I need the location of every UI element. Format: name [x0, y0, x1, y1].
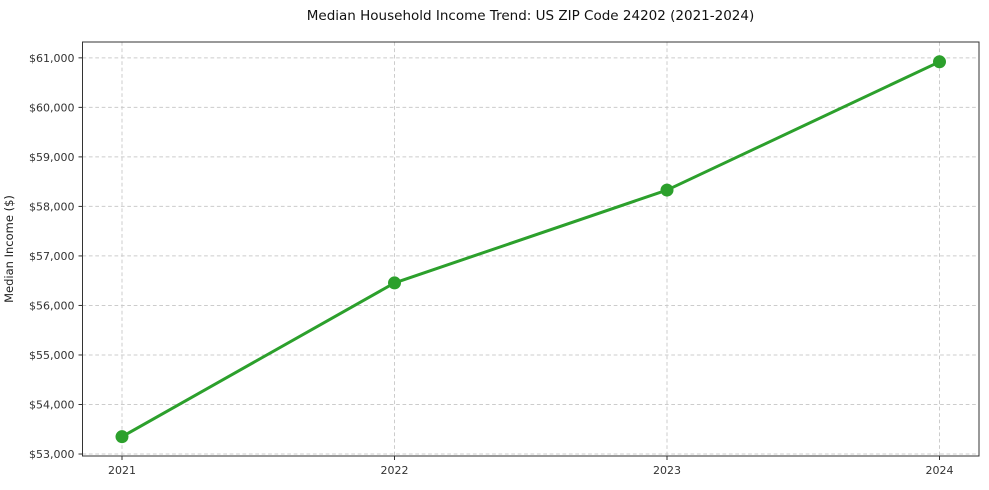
x-tick-label: 2023 — [653, 464, 681, 477]
plot-border — [82, 41, 980, 457]
chart-title: Median Household Income Trend: US ZIP Co… — [306, 8, 755, 24]
y-axis-title: Median Income ($) — [2, 195, 16, 303]
y-tick-label: $58,000 — [29, 200, 75, 213]
data-line — [120, 60, 941, 439]
y-tick-label: $59,000 — [29, 151, 75, 164]
y-tick-label: $56,000 — [29, 299, 75, 312]
y-tick-label: $60,000 — [29, 101, 75, 114]
x-tick-label: 2022 — [381, 464, 409, 477]
y-tick-label: $61,000 — [29, 52, 75, 65]
data-point — [388, 276, 401, 290]
data-point — [933, 55, 946, 69]
x-tick-label: 2021 — [108, 464, 136, 477]
y-tick-label: $54,000 — [29, 398, 75, 411]
y-tick-label: $57,000 — [29, 250, 75, 263]
y-tick-label: $55,000 — [29, 349, 75, 362]
x-tick-label: 2024 — [926, 464, 954, 477]
data-point — [115, 430, 129, 444]
y-tick-label: $53,000 — [29, 448, 75, 461]
data-point — [660, 183, 674, 197]
